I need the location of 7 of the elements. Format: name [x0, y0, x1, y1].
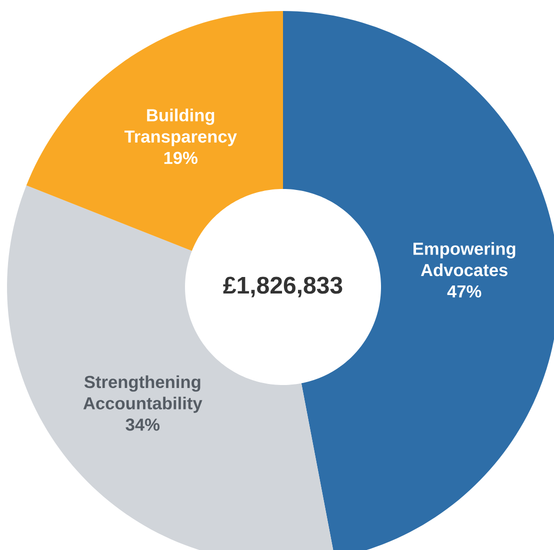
data-label: 19% — [164, 152, 198, 164]
slice-label: Strengthening Accountability — [83, 375, 202, 413]
data-label: 34% — [126, 418, 160, 431]
slice-label: Building Transparency — [124, 108, 237, 146]
data-label: 47% — [447, 285, 482, 298]
slice-label: Empowering Advocates — [413, 242, 516, 276]
text: £1,826,833 — [223, 276, 342, 298]
